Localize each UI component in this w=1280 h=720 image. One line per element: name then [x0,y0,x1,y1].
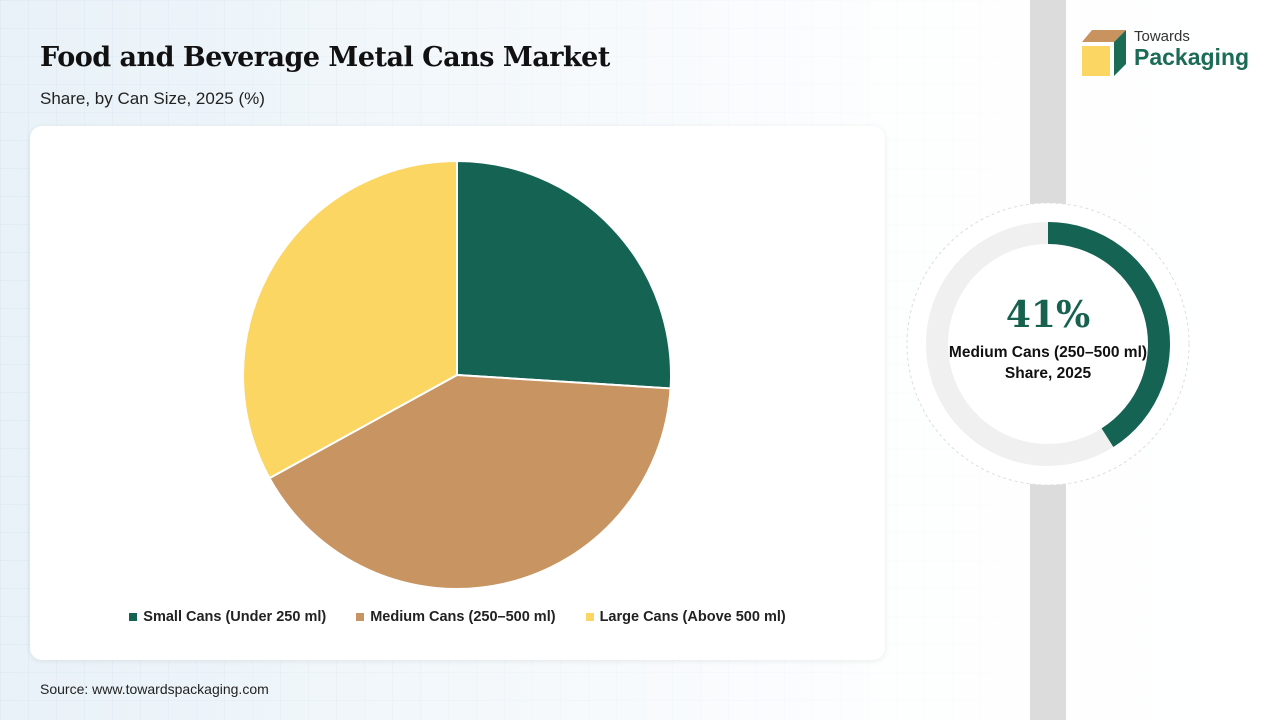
legend-item-small: Small Cans (Under 250 ml) [129,609,326,625]
pie-slice-1 [268,373,672,590]
donut-background [906,202,1190,486]
legend-item-large: Large Cans (Above 500 ml) [585,609,786,625]
legend-swatch [356,613,365,622]
page-title: Food and Beverage Metal Cans Market [40,42,610,73]
legend-swatch [129,613,138,622]
legend-swatch [585,613,594,622]
highlight-label: Medium Cans (250–500 ml) Share, 2025 [948,344,1148,382]
logo-text-top: Towards [1134,28,1190,45]
logo-box-icon [1082,30,1126,76]
legend: Small Cans (Under 250 ml) Medium Cans (2… [30,609,885,625]
legend-item-medium: Medium Cans (250–500 ml) [356,609,556,625]
highlight-text: 41% Medium Cans (250–500 ml) Share, 2025 [948,294,1148,384]
legend-label: Medium Cans (250–500 ml) [370,609,556,625]
pie-slice-2 [242,159,458,480]
page-subtitle: Share, by Can Size, 2025 (%) [40,89,265,108]
legend-label: Small Cans (Under 250 ml) [143,609,327,625]
legend-label: Large Cans (Above 500 ml) [599,609,786,625]
logo-text-bottom: Packaging [1134,44,1250,70]
pie-slice-0 [456,159,672,390]
donut-arc [1047,222,1170,447]
highlight-value: 41% [1005,294,1091,336]
source-note: Source: www.towardspackaging.com [40,681,269,697]
